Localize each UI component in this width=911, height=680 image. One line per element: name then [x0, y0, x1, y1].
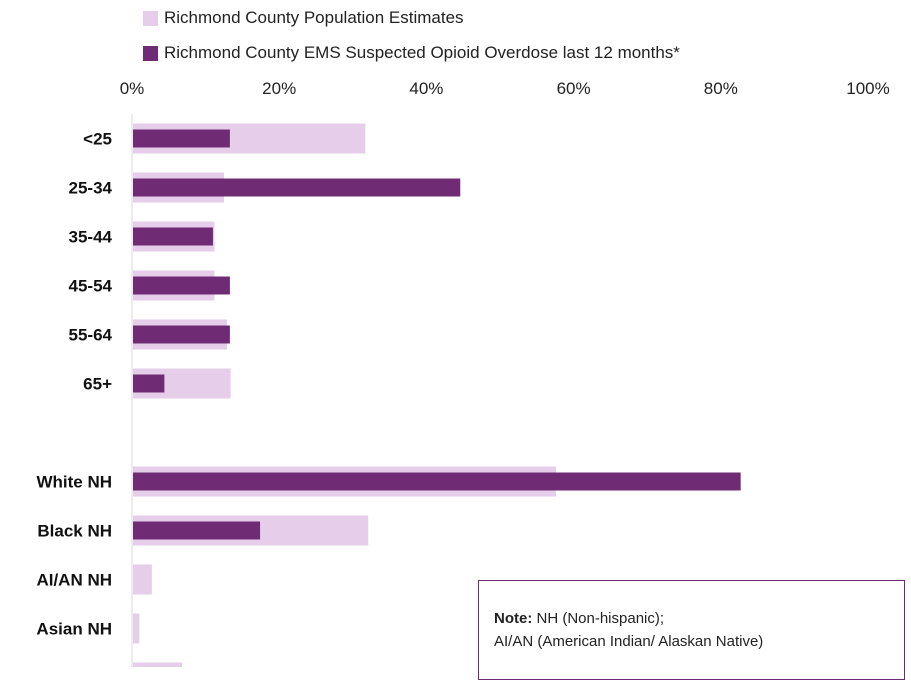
note-label: Note: [494, 610, 533, 627]
population-bar [133, 662, 183, 667]
legend-label-overdose: Richmond County EMS Suspected Opioid Ove… [164, 43, 680, 62]
legend-swatch-population [143, 10, 158, 26]
x-tick-label: 0% [120, 79, 145, 98]
x-tick-label: 60% [557, 79, 591, 98]
category-label: 35-44 [69, 228, 113, 247]
overdose-bar [133, 521, 261, 540]
overdose-bar [133, 374, 165, 393]
legend-item-overdose: Richmond County EMS Suspected Opioid Ove… [143, 43, 680, 63]
overdose-bar [133, 325, 230, 344]
category-label: Black NH [37, 522, 112, 541]
x-tick-label: 100% [846, 79, 889, 98]
category-label: 45-54 [69, 277, 113, 296]
overdose-bar [133, 472, 741, 491]
category-label: 65+ [83, 375, 112, 394]
category-label: 55-64 [69, 326, 113, 345]
overdose-bar [133, 129, 230, 148]
x-tick-label: 20% [262, 79, 296, 98]
legend-item-population: Richmond County Population Estimates [143, 8, 464, 28]
note-line-2: AI/AN (American Indian/ Alaskan Native) [494, 633, 764, 650]
x-tick-label: 40% [409, 79, 443, 98]
legend-label-population: Richmond County Population Estimates [164, 8, 464, 27]
overdose-bar [133, 227, 213, 246]
category-label: White NH [36, 473, 112, 492]
category-label: Asian NH [36, 620, 112, 639]
population-bar [133, 613, 140, 644]
category-label: <25 [83, 130, 112, 149]
legend-swatch-overdose [143, 45, 158, 61]
x-tick-label: 80% [704, 79, 738, 98]
population-bar [133, 564, 152, 595]
note-line-1: NH (Non-hispanic); [536, 610, 665, 627]
category-label: AI/AN NH [36, 571, 112, 590]
category-label: 25-34 [69, 179, 113, 198]
overdose-bar [133, 276, 230, 295]
overdose-bar [133, 178, 461, 197]
note-box: Note: NH (Non-hispanic); AI/AN (American… [478, 580, 905, 680]
